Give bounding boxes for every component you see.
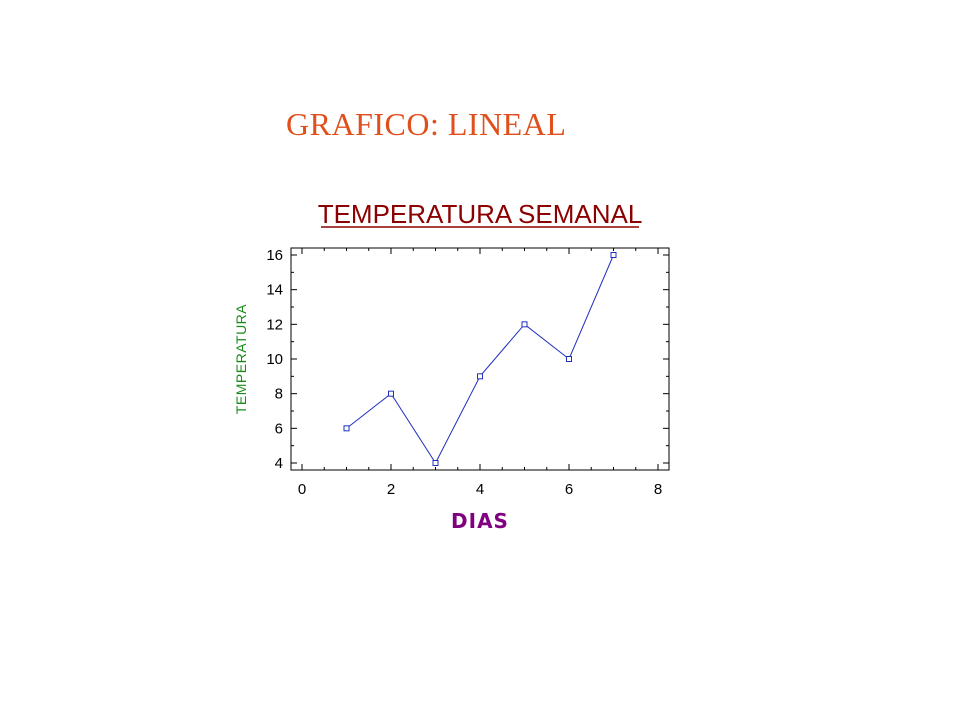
y-tick-label: 10 (266, 351, 283, 368)
y-tick-label: 6 (275, 420, 283, 437)
y-tick-label: 8 (275, 386, 283, 403)
x-axis-tick-labels: 0 2 4 6 8 (298, 481, 662, 498)
x-tick-label: 2 (387, 481, 395, 498)
series-markers (343, 252, 617, 466)
y-tick-label: 4 (275, 455, 283, 472)
x-tick-label: 4 (476, 481, 484, 498)
y-axis-tick-labels: 4 6 8 10 12 14 16 (266, 247, 283, 472)
x-axis-ticks (301, 248, 659, 470)
chart-title: TEMPERATURA SEMANAL (318, 199, 643, 229)
data-point (521, 321, 528, 328)
data-point (343, 425, 350, 432)
data-point (566, 356, 572, 362)
y-tick-label: 14 (266, 282, 283, 299)
series-line (346, 254, 614, 465)
slide-heading: GRAFICO: LINEAL (286, 106, 567, 142)
y-axis-ticks (291, 254, 669, 464)
x-tick-label: 8 (654, 481, 662, 498)
data-point (477, 373, 483, 380)
x-tick-label: 6 (565, 481, 573, 498)
y-tick-label: 16 (266, 247, 283, 264)
y-tick-label: 12 (266, 316, 283, 333)
data-point (388, 390, 394, 397)
data-point (432, 460, 439, 466)
data-point (610, 252, 617, 258)
x-tick-label: 0 (298, 481, 306, 498)
y-axis-title: TEMPERATURA (233, 304, 249, 414)
x-axis-title: DIAS (451, 509, 509, 533)
plot-frame (290, 247, 670, 471)
